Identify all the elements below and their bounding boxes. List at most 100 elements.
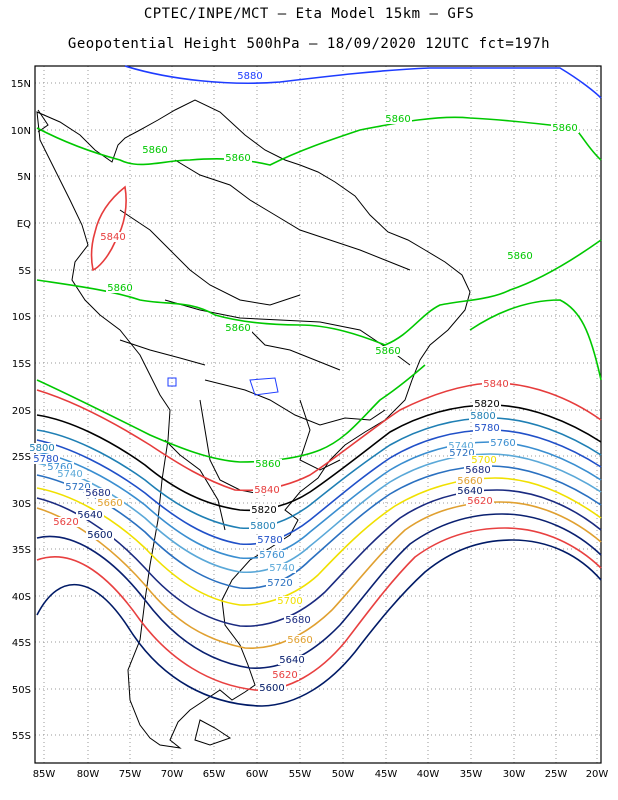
contour-label-5780: 5780 (474, 423, 499, 434)
contour-label-5800: 5800 (29, 443, 54, 454)
contour-label-5800: 5800 (470, 411, 495, 422)
lon-label-45w: 45W (375, 769, 398, 780)
contour-label-5620: 5620 (467, 496, 492, 507)
contour-5680 (36, 489, 602, 627)
lon-label-70w: 70W (161, 769, 184, 780)
lon-label-75w: 75W (119, 769, 142, 780)
contour-label-bg (276, 596, 304, 606)
contour-label-bg (271, 670, 299, 680)
contour-label-bg (268, 563, 296, 573)
contour-label-bg (447, 441, 475, 451)
contour-label-5860: 5860 (225, 323, 250, 334)
contour-label-bg (46, 462, 74, 472)
lat-label-15s: 15S (12, 359, 31, 370)
longitude-labels: 85W 80W 75W 70W 65W 60W 55W 50W 45W 40W 35W 30W 25W 2… (33, 769, 609, 780)
lon-label-65w: 65W (203, 769, 226, 780)
lon-label-30w: 30W (503, 769, 526, 780)
contour-label-5700: 5700 (277, 596, 302, 607)
contour-lines (36, 65, 602, 707)
contour-label-5800: 5800 (250, 521, 275, 532)
contour-label-5720: 5720 (65, 482, 90, 493)
contour-label-5820: 5820 (251, 505, 276, 516)
contour-label-bg (254, 459, 282, 469)
contour-5860-mid (36, 239, 602, 346)
contour-label-bg (256, 535, 284, 545)
contour-label-5840: 5840 (100, 232, 125, 243)
lon-label-40w: 40W (417, 769, 440, 780)
contour-label-bg (456, 486, 484, 496)
latitude-labels: 15N 10N 5N EQ 5S 10S 15S 20S 25S 30S 35S 40S 45S 50S 5… (11, 79, 31, 742)
contour-label-bg (258, 550, 286, 560)
contour-label-5860: 5860 (142, 145, 167, 156)
contour-label-bg (253, 485, 281, 495)
map-subtitle: Geopotential Height 500hPa – 18/09/2020 … (67, 36, 551, 52)
contour-label-bg (266, 578, 294, 588)
contour-label-bg (64, 482, 92, 492)
lon-label-50w: 50W (332, 769, 355, 780)
contour-label-bg (464, 465, 492, 475)
lon-label-85w: 85W (33, 769, 56, 780)
contour-label-bg (96, 498, 124, 508)
contour-label-bg (470, 455, 498, 465)
contour-label-5880: 5880 (237, 71, 262, 82)
contour-5880 (124, 65, 602, 99)
contour-labels: 5880 5860 5860 5860 5860 5860 5860 5860 5860 5860… (28, 71, 579, 694)
contour-label-bg (250, 505, 278, 515)
lon-label-20w: 20W (586, 769, 609, 780)
contour-label-5600: 5600 (259, 683, 284, 694)
lat-label-40s: 40S (12, 592, 31, 603)
contour-label-5660: 5660 (287, 635, 312, 646)
contour-label-bg (384, 114, 412, 124)
map-grid (35, 66, 601, 763)
contour-label-bg (141, 145, 169, 155)
contour-label-bg (489, 438, 517, 448)
lat-label-55s: 55S (12, 731, 31, 742)
contour-label-5860: 5860 (552, 123, 577, 134)
contour-label-5860: 5860 (255, 459, 280, 470)
contour-label-bg (473, 423, 501, 433)
contour-label-5860: 5860 (225, 153, 250, 164)
contour-label-5620: 5620 (53, 517, 78, 528)
contour-label-5640: 5640 (279, 655, 304, 666)
contour-label-5820: 5820 (474, 399, 499, 410)
contour-label-5860: 5860 (385, 114, 410, 125)
contour-label-bg (374, 346, 402, 356)
contour-label-5720: 5720 (267, 578, 292, 589)
contour-label-5780: 5780 (257, 535, 282, 546)
lat-label-5s: 5S (18, 266, 31, 277)
contour-5740 (36, 453, 602, 574)
contour-label-bg (224, 323, 252, 333)
contour-5660 (36, 501, 602, 649)
contour-label-bg (284, 615, 312, 625)
contour-label-5640: 5640 (457, 486, 482, 497)
contour-label-bg (551, 123, 579, 133)
lat-label-30s: 30S (12, 499, 31, 510)
contour-label-5600: 5600 (87, 530, 112, 541)
contour-label-5840: 5840 (483, 379, 508, 390)
contour-label-bg (469, 411, 497, 421)
lon-label-55w: 55W (289, 769, 312, 780)
contour-5700 (36, 477, 602, 606)
contour-label-bg (224, 153, 252, 163)
contour-label-bg (32, 454, 60, 464)
contour-label-5680: 5680 (465, 465, 490, 476)
lon-label-60w: 60W (246, 769, 269, 780)
contour-label-5760: 5760 (259, 550, 284, 561)
lon-label-80w: 80W (77, 769, 100, 780)
contour-label-bg (473, 399, 501, 409)
lat-label-10n: 10N (11, 126, 31, 137)
contour-5860-east (469, 299, 602, 381)
contour-5840-closed (90, 185, 127, 272)
lat-label-5n: 5N (17, 172, 31, 183)
contour-label-5740: 5740 (448, 441, 473, 452)
contour-label-bg (28, 443, 56, 453)
contour-label-bg (278, 655, 306, 665)
contour-label-5620: 5620 (272, 670, 297, 681)
contour-label-5840: 5840 (254, 485, 279, 496)
contour-label-bg (76, 510, 104, 520)
contour-label-5700: 5700 (471, 455, 496, 466)
lon-label-25w: 25W (545, 769, 568, 780)
contour-label-bg (106, 283, 134, 293)
